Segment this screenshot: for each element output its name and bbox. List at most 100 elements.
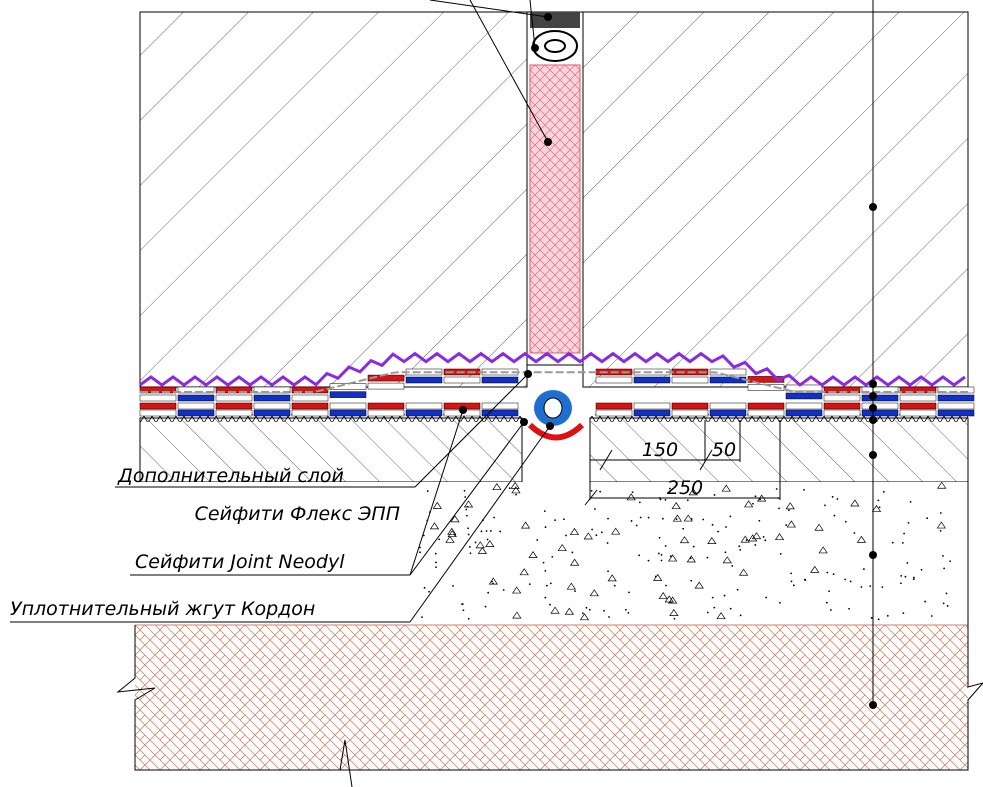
speck (765, 597, 767, 599)
speck (682, 528, 684, 530)
layer-seg (634, 377, 670, 383)
layer-seg (900, 395, 936, 401)
speck (725, 526, 727, 528)
speck (659, 537, 661, 539)
speck (785, 524, 787, 526)
speck (461, 603, 463, 605)
speck (486, 530, 488, 532)
layer-seg (216, 395, 252, 401)
speck (607, 570, 609, 572)
layer-seg (292, 410, 328, 416)
label: Уплотнительный жгут Кордон (10, 598, 315, 620)
speck (665, 545, 667, 547)
layer-seg (254, 403, 290, 409)
speck (690, 557, 692, 559)
layer-seg (292, 403, 328, 409)
speck (661, 554, 663, 556)
dimension: 50 (712, 439, 736, 461)
layer-seg (862, 410, 898, 416)
speck (845, 521, 847, 523)
speck (902, 612, 904, 614)
speck (545, 526, 547, 528)
speck (475, 542, 477, 544)
speck (833, 573, 835, 575)
speck (779, 602, 781, 604)
speck (608, 616, 610, 618)
speck (804, 579, 806, 581)
layer-seg (862, 395, 898, 401)
layer-seg (634, 403, 670, 409)
speck (690, 580, 692, 582)
extra-layer (530, 425, 582, 438)
speck (926, 517, 928, 519)
speck (435, 553, 437, 555)
filler (530, 65, 580, 353)
speck (910, 501, 912, 503)
speck (780, 553, 782, 555)
speck (853, 532, 855, 534)
layer-seg (748, 403, 784, 409)
speck (903, 533, 905, 535)
speck (713, 607, 715, 609)
speck (791, 580, 793, 582)
speck (879, 506, 881, 508)
speck (640, 517, 642, 519)
speck (493, 517, 495, 519)
speck (465, 509, 467, 511)
speck (824, 505, 826, 507)
speck (828, 590, 830, 592)
speck (599, 491, 601, 493)
dimension: 250 (667, 477, 703, 499)
layer-seg (368, 383, 404, 389)
speck (848, 608, 850, 610)
speck (940, 512, 942, 514)
speck (594, 508, 596, 510)
layer-seg (938, 403, 974, 409)
layer-seg (710, 410, 746, 416)
speck (515, 494, 517, 496)
slab-left (140, 12, 527, 387)
layer-seg (406, 403, 442, 409)
layer-seg (748, 410, 784, 416)
layer-seg (292, 395, 328, 401)
speck (706, 557, 708, 559)
speck (746, 539, 748, 541)
layer-seg (938, 410, 974, 416)
speck (788, 509, 790, 511)
speck (467, 527, 469, 529)
speck (574, 590, 576, 592)
layer-seg (406, 410, 442, 416)
speck (887, 615, 889, 617)
speck (544, 597, 546, 599)
speck (913, 578, 915, 580)
speck (943, 603, 945, 605)
speck (424, 587, 426, 589)
layer-seg (368, 410, 404, 416)
layer-seg (330, 392, 366, 398)
speck (924, 601, 926, 603)
speck (648, 560, 650, 562)
speck (485, 606, 487, 608)
layer-seg (444, 377, 480, 383)
speck (949, 560, 951, 562)
speck (628, 591, 630, 593)
speck (754, 544, 756, 546)
speck (481, 530, 483, 532)
speck (529, 583, 531, 585)
speck (931, 615, 933, 617)
speck (738, 545, 740, 547)
speck (503, 589, 505, 591)
layer-seg (710, 403, 746, 409)
layer-seg (254, 410, 290, 416)
speck (607, 542, 609, 544)
layer-seg (178, 395, 214, 401)
speck (731, 565, 733, 567)
speck (712, 597, 714, 599)
speck (554, 519, 556, 521)
label: Сейфити Joint Neodyl (135, 551, 345, 573)
speck (544, 510, 546, 512)
speck (546, 585, 548, 587)
speck (763, 536, 765, 538)
layer-seg (178, 410, 214, 416)
layer-seg (824, 395, 860, 401)
